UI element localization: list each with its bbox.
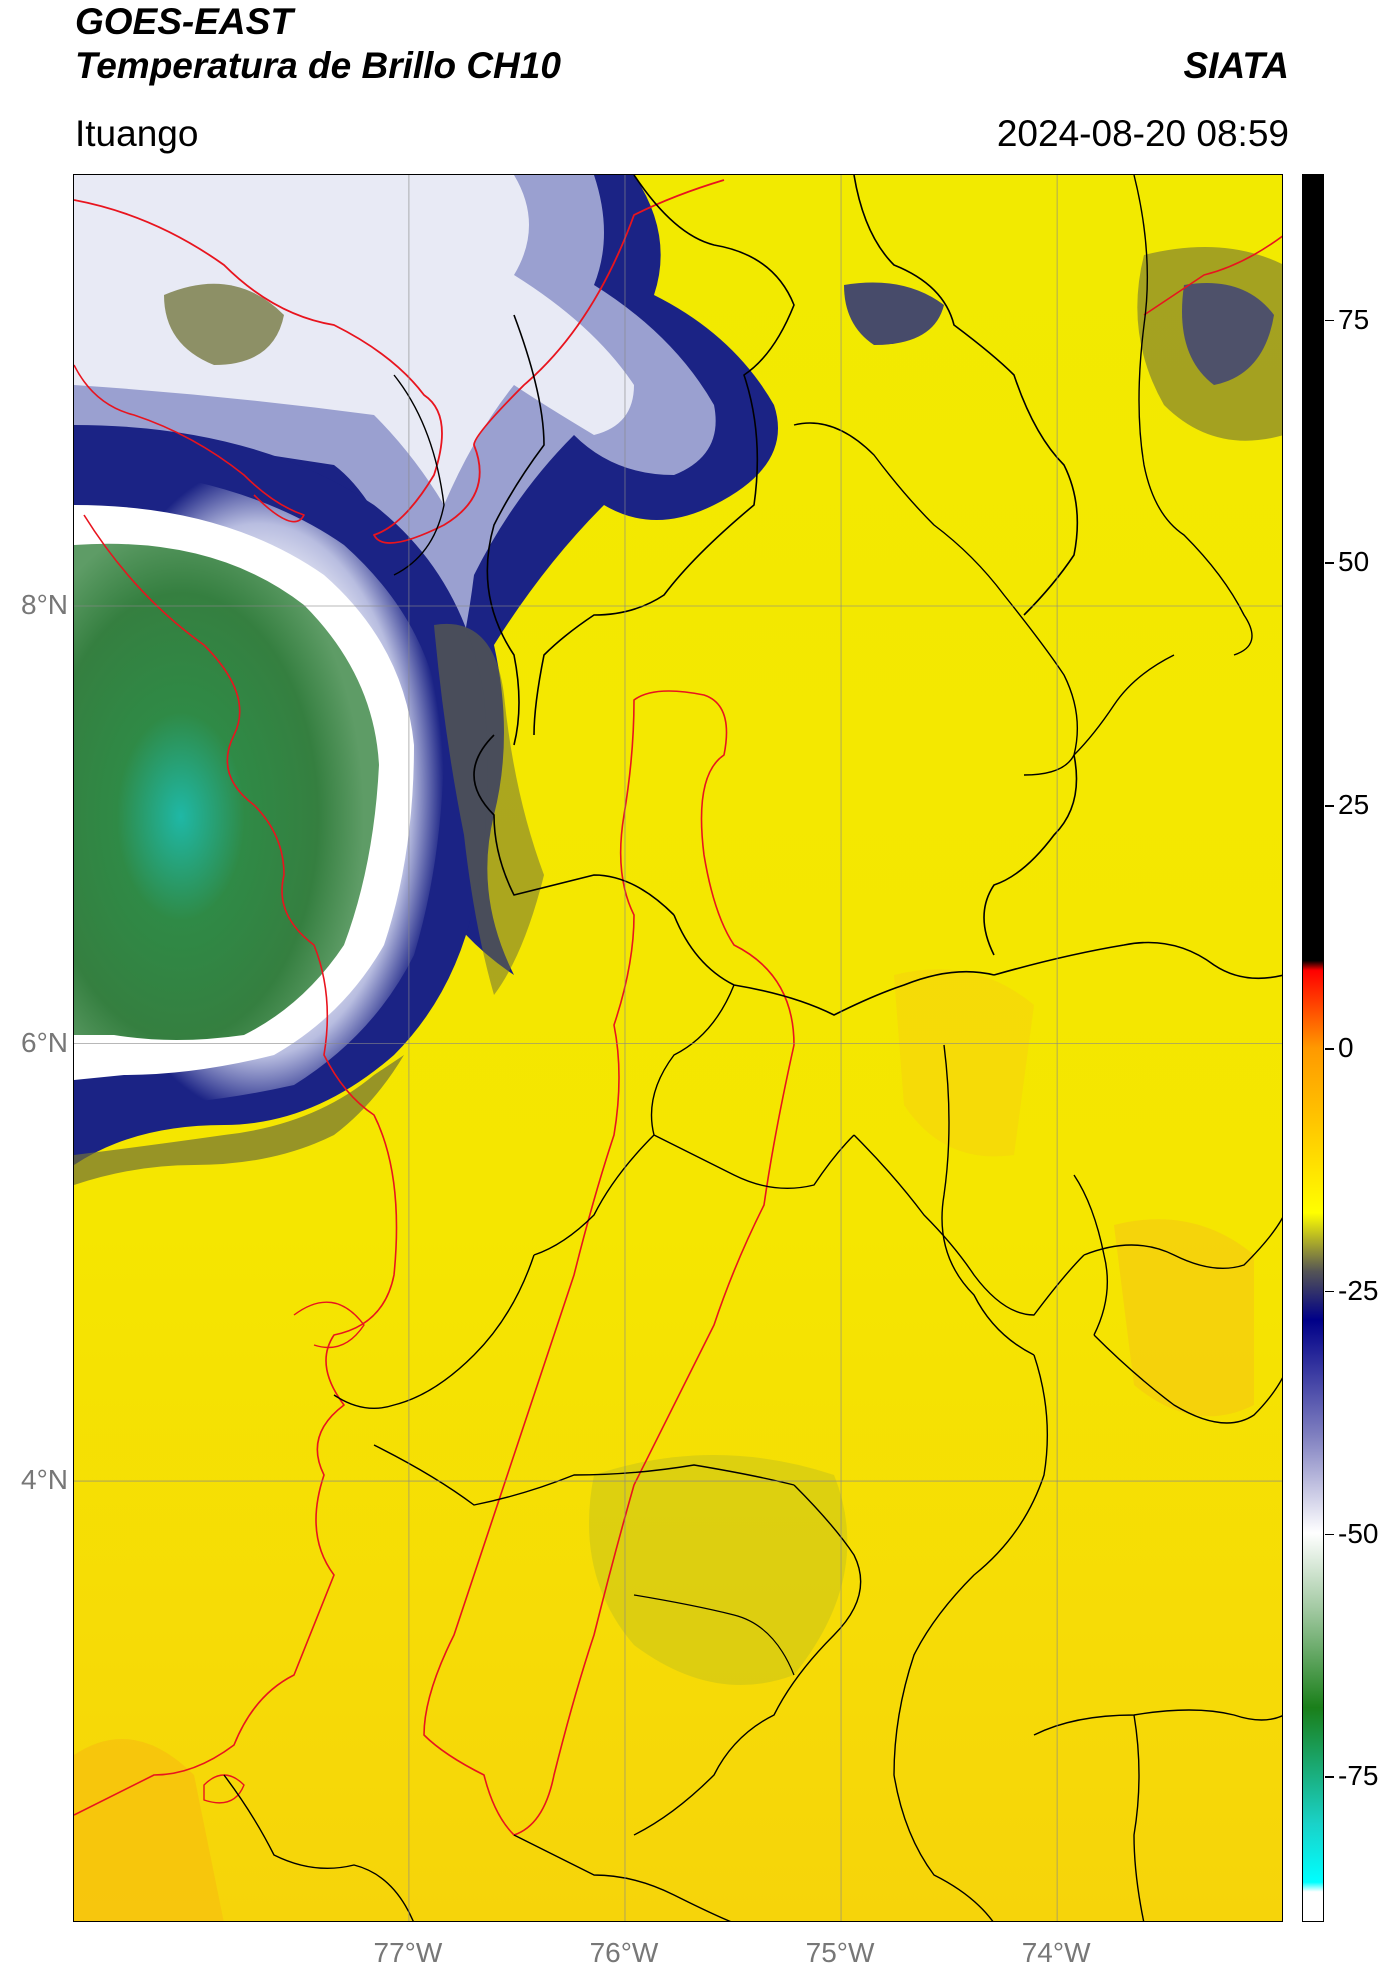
timestamp-label: 2024-08-20 08:59	[996, 113, 1289, 154]
colorbar-tick	[1325, 319, 1334, 322]
boundary-valle-north	[333, 1254, 535, 1410]
coastline-island	[203, 1774, 245, 1804]
boundary-choco-antioquia-north	[486, 314, 545, 746]
colorbar-tick-label: -25	[1338, 1274, 1379, 1306]
basin-outline-cauca	[423, 690, 795, 1836]
colorbar-tick	[1325, 1776, 1334, 1778]
boundary-cauca-south	[513, 1834, 731, 1921]
colorbar-tick	[1325, 1290, 1334, 1293]
boundary-cordoba	[533, 175, 795, 736]
boundary-huila-inner	[633, 1594, 795, 1676]
boundary-magdalena-river	[793, 422, 1078, 776]
colorbar-tick-label: -75	[1338, 1760, 1379, 1792]
boundary-bogota	[1073, 1174, 1108, 1336]
latitude-label: 6°N	[21, 1026, 68, 1058]
boundary-boyaca	[993, 941, 1282, 980]
colorbar-tick	[1325, 1533, 1334, 1536]
boundary-cundinamarca	[941, 1044, 1035, 1356]
colorbar-tick-label: 0	[1338, 1032, 1354, 1063]
longitude-label: 76°W	[589, 1937, 659, 1968]
map-canvas	[74, 175, 1282, 1921]
longitude-label: 75°W	[805, 1937, 875, 1968]
boundary-cesar	[1133, 175, 1253, 656]
colorbar-tick-label: -50	[1338, 1517, 1379, 1549]
boundary-huila	[633, 1484, 862, 1836]
warm-patch-southwest	[74, 1739, 224, 1921]
boundary-caqueta	[893, 1354, 1049, 1921]
boundary-tolima	[853, 1134, 1085, 1316]
longitude-label: 74°W	[1021, 1937, 1091, 1968]
colorbar-tick	[1325, 1048, 1334, 1050]
boundary-valle-cauca	[373, 1444, 795, 1506]
boundary-narino	[223, 1774, 414, 1921]
coastline-northeast	[1143, 235, 1282, 316]
boundary-guaviare	[1093, 1334, 1282, 1424]
coastline-uraba	[74, 364, 305, 523]
boundary-antioquia-south	[673, 914, 995, 1016]
latitude-label: 8°N	[21, 588, 68, 620]
boundary-choco-antioquia	[473, 734, 675, 916]
boundary-bolivar	[853, 175, 1079, 616]
longitude-label: 77°W	[373, 1937, 443, 1968]
cloud-gap-northwest	[164, 283, 284, 365]
colorbar-tick-label: 50	[1338, 546, 1370, 578]
map-title-satellite: GOES-EAST	[75, 1, 293, 42]
brand-label: SIATA	[1183, 45, 1289, 86]
boundary-vaupes-west	[1133, 1714, 1145, 1921]
cold-cloud-cell-north	[844, 282, 944, 345]
boundary-risaralda	[653, 1134, 855, 1189]
cold-cloud-northeast	[1182, 283, 1274, 385]
location-label: Ituango	[75, 113, 199, 154]
latitude-label: 4°N	[21, 1464, 68, 1496]
title-block: GOES-EAST Temperatura de Brillo CH10	[75, 0, 561, 88]
boundary-uraba	[393, 374, 445, 576]
convective-system-trailing-edge	[74, 1055, 404, 1185]
boundary-vaupes	[1033, 1709, 1282, 1736]
coastline-caribbean	[74, 179, 725, 544]
coastline-pacific	[74, 514, 398, 1816]
boundary-santander	[983, 754, 1078, 956]
colorbar-tick-label: 75	[1338, 303, 1370, 335]
warm-patch-central	[894, 969, 1034, 1157]
low-cloud-patch-south	[589, 1455, 848, 1685]
coastline-inlet	[293, 1301, 365, 1349]
map-title-product: Temperatura de Brillo CH10	[75, 45, 561, 86]
satellite-map	[73, 174, 1283, 1922]
temperature-colorbar	[1302, 174, 1324, 1922]
boundary-santander-north	[1073, 654, 1175, 756]
convective-core	[74, 543, 379, 1040]
colorbar-tick	[1325, 805, 1334, 807]
colorbar-tick-label: 25	[1338, 789, 1370, 821]
boundary-meta	[1083, 1217, 1282, 1270]
colorbar-tick	[1325, 562, 1334, 564]
